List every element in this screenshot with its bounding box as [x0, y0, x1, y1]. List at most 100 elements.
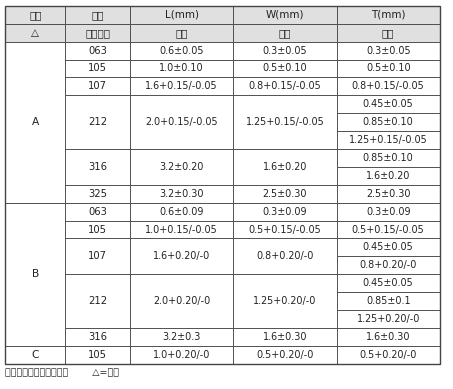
- Bar: [5, 6, 65, 24]
- Bar: [65, 203, 130, 221]
- Text: 1.25+0.20/-0: 1.25+0.20/-0: [253, 296, 317, 306]
- Text: C: C: [32, 350, 39, 360]
- Bar: [337, 77, 440, 95]
- Text: 0.3±0.05: 0.3±0.05: [366, 46, 410, 56]
- Bar: [5, 24, 65, 42]
- Text: 1.0±0.10: 1.0±0.10: [159, 63, 204, 74]
- Bar: [233, 24, 337, 42]
- Text: 3.2±0.20: 3.2±0.20: [159, 162, 204, 172]
- Text: 063: 063: [88, 46, 107, 56]
- Text: 0.3±0.09: 0.3±0.09: [263, 207, 307, 217]
- Text: 1.6+0.15/-0.05: 1.6+0.15/-0.05: [145, 81, 218, 91]
- Text: 0.6±0.09: 0.6±0.09: [159, 207, 204, 217]
- Bar: [233, 6, 337, 24]
- Text: 标准: 标准: [382, 28, 395, 38]
- Text: 标准: 标准: [175, 28, 188, 38]
- Bar: [337, 131, 440, 149]
- Bar: [65, 346, 130, 364]
- Bar: [130, 238, 233, 274]
- Text: 0.5+0.20/-0: 0.5+0.20/-0: [256, 350, 313, 360]
- Bar: [233, 95, 337, 149]
- Bar: [337, 60, 440, 77]
- Text: 1.25+0.20/-0: 1.25+0.20/-0: [357, 314, 420, 324]
- Text: 1.6±0.30: 1.6±0.30: [366, 332, 410, 342]
- Bar: [130, 6, 233, 24]
- Bar: [65, 328, 130, 346]
- Bar: [233, 328, 337, 346]
- Bar: [5, 42, 65, 203]
- Bar: [130, 328, 233, 346]
- Text: △: △: [31, 28, 39, 38]
- Text: 316: 316: [88, 332, 107, 342]
- Text: 0.8+0.15/-0.05: 0.8+0.15/-0.05: [352, 81, 424, 91]
- Bar: [130, 185, 233, 203]
- Text: 0.45±0.05: 0.45±0.05: [363, 278, 414, 288]
- Text: 0.8+0.15/-0.05: 0.8+0.15/-0.05: [249, 81, 321, 91]
- Text: T(mm): T(mm): [371, 10, 405, 20]
- Text: 0.5±0.10: 0.5±0.10: [366, 63, 410, 74]
- Bar: [65, 24, 130, 42]
- Text: 2.5±0.30: 2.5±0.30: [366, 189, 410, 199]
- Bar: [337, 6, 440, 24]
- Text: 107: 107: [88, 81, 107, 91]
- Bar: [65, 221, 130, 238]
- Bar: [337, 310, 440, 328]
- Bar: [130, 60, 233, 77]
- Text: 316: 316: [88, 162, 107, 172]
- Text: 2.5±0.30: 2.5±0.30: [263, 189, 307, 199]
- Bar: [65, 149, 130, 185]
- Text: 所有规格: 所有规格: [85, 28, 110, 38]
- Text: B: B: [32, 269, 39, 279]
- Text: 规格: 规格: [92, 10, 104, 20]
- Text: 107: 107: [88, 251, 107, 261]
- Text: 325: 325: [88, 189, 107, 199]
- Text: 注：参照标准产品的尺寸        △=空格: 注：参照标准产品的尺寸 △=空格: [5, 368, 120, 377]
- Text: 3.2±0.30: 3.2±0.30: [159, 189, 204, 199]
- Bar: [65, 238, 130, 274]
- Text: 212: 212: [88, 296, 107, 306]
- Text: 0.5+0.15/-0.05: 0.5+0.15/-0.05: [352, 224, 424, 235]
- Bar: [233, 77, 337, 95]
- Bar: [130, 149, 233, 185]
- Bar: [337, 274, 440, 292]
- Bar: [233, 60, 337, 77]
- Text: 0.8+0.20/-0: 0.8+0.20/-0: [256, 251, 313, 261]
- Bar: [337, 256, 440, 274]
- Bar: [337, 203, 440, 221]
- Bar: [337, 292, 440, 310]
- Bar: [337, 113, 440, 131]
- Bar: [65, 77, 130, 95]
- Bar: [233, 346, 337, 364]
- Text: 105: 105: [88, 350, 107, 360]
- Text: 105: 105: [88, 224, 107, 235]
- Text: 1.25+0.15/-0.05: 1.25+0.15/-0.05: [349, 135, 428, 145]
- Text: 0.8+0.20/-0: 0.8+0.20/-0: [360, 260, 417, 270]
- Bar: [130, 203, 233, 221]
- Bar: [65, 185, 130, 203]
- Bar: [233, 42, 337, 60]
- Bar: [65, 95, 130, 149]
- Bar: [337, 95, 440, 113]
- Text: 0.45±0.05: 0.45±0.05: [363, 99, 414, 109]
- Text: 1.6±0.20: 1.6±0.20: [366, 171, 410, 181]
- Bar: [337, 24, 440, 42]
- Bar: [233, 221, 337, 238]
- Bar: [130, 274, 233, 328]
- Text: 2.0+0.20/-0: 2.0+0.20/-0: [153, 296, 210, 306]
- Text: 1.6±0.30: 1.6±0.30: [263, 332, 307, 342]
- Bar: [130, 346, 233, 364]
- Text: 1.6±0.20: 1.6±0.20: [263, 162, 307, 172]
- Text: 0.85±0.10: 0.85±0.10: [363, 153, 414, 163]
- Text: 0.6±0.05: 0.6±0.05: [159, 46, 204, 56]
- Bar: [130, 95, 233, 149]
- Bar: [233, 149, 337, 185]
- Bar: [130, 24, 233, 42]
- Bar: [130, 77, 233, 95]
- Text: 标准: 标准: [279, 28, 291, 38]
- Text: 0.5±0.10: 0.5±0.10: [263, 63, 307, 74]
- Text: 代码: 代码: [29, 10, 42, 20]
- Text: 1.25+0.15/-0.05: 1.25+0.15/-0.05: [246, 117, 324, 127]
- Text: 212: 212: [88, 117, 107, 127]
- Bar: [337, 221, 440, 238]
- Bar: [65, 274, 130, 328]
